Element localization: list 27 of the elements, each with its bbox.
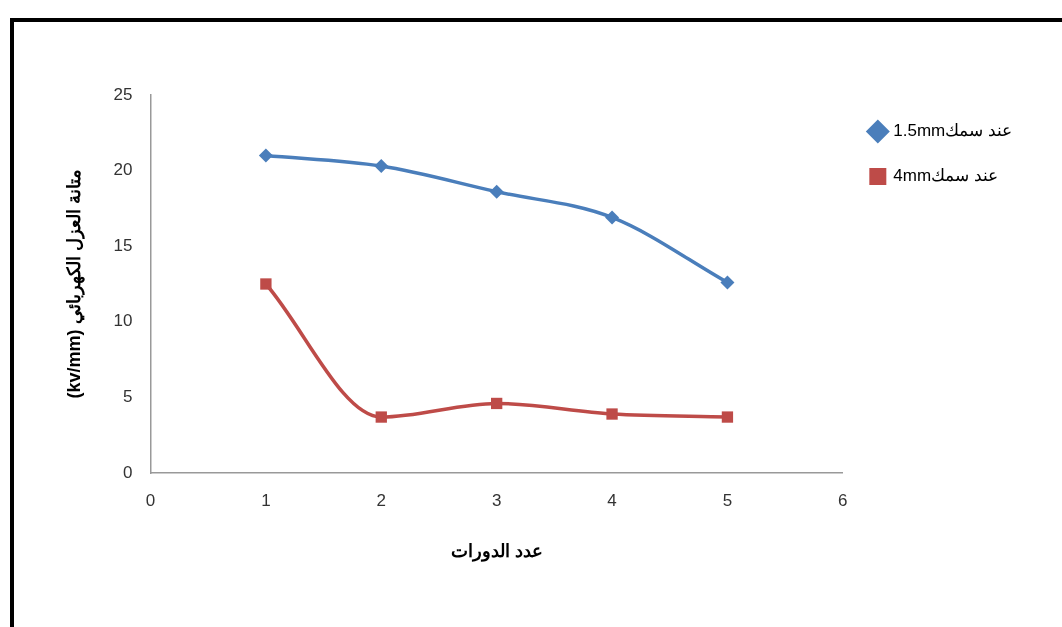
y-tick-label: 5 <box>123 387 133 407</box>
x-tick-label: 4 <box>607 490 617 510</box>
x-tick-label: 3 <box>491 490 502 510</box>
y-tick-label: 20 <box>113 160 133 180</box>
point <box>720 275 735 290</box>
point <box>491 397 503 410</box>
x-tick-label: 5 <box>722 490 733 510</box>
legend-label: عند سمك1.5mm <box>893 121 1013 141</box>
legend-label: عند سمك4mm <box>893 166 998 186</box>
y-tick-label: 0 <box>123 462 133 482</box>
point <box>605 210 620 225</box>
point <box>260 278 272 290</box>
x-tick-label: 1 <box>261 490 271 510</box>
point <box>374 159 389 174</box>
point <box>606 408 618 420</box>
point <box>489 184 504 199</box>
y-tick-label: 15 <box>113 235 133 255</box>
point <box>258 148 273 163</box>
point <box>721 411 734 423</box>
x-tick-label: 0 <box>145 490 156 510</box>
y-tick-label: 10 <box>113 311 133 331</box>
point <box>375 411 387 423</box>
x-tick-label: 6 <box>838 490 848 510</box>
x-axis-title: عدد الدورات <box>450 541 543 563</box>
y-tick-label: 25 <box>113 84 133 104</box>
x-tick-label: 2 <box>376 490 387 510</box>
y-axis-title: متانة العزل الكهربائي (kv/mm) <box>63 169 85 399</box>
